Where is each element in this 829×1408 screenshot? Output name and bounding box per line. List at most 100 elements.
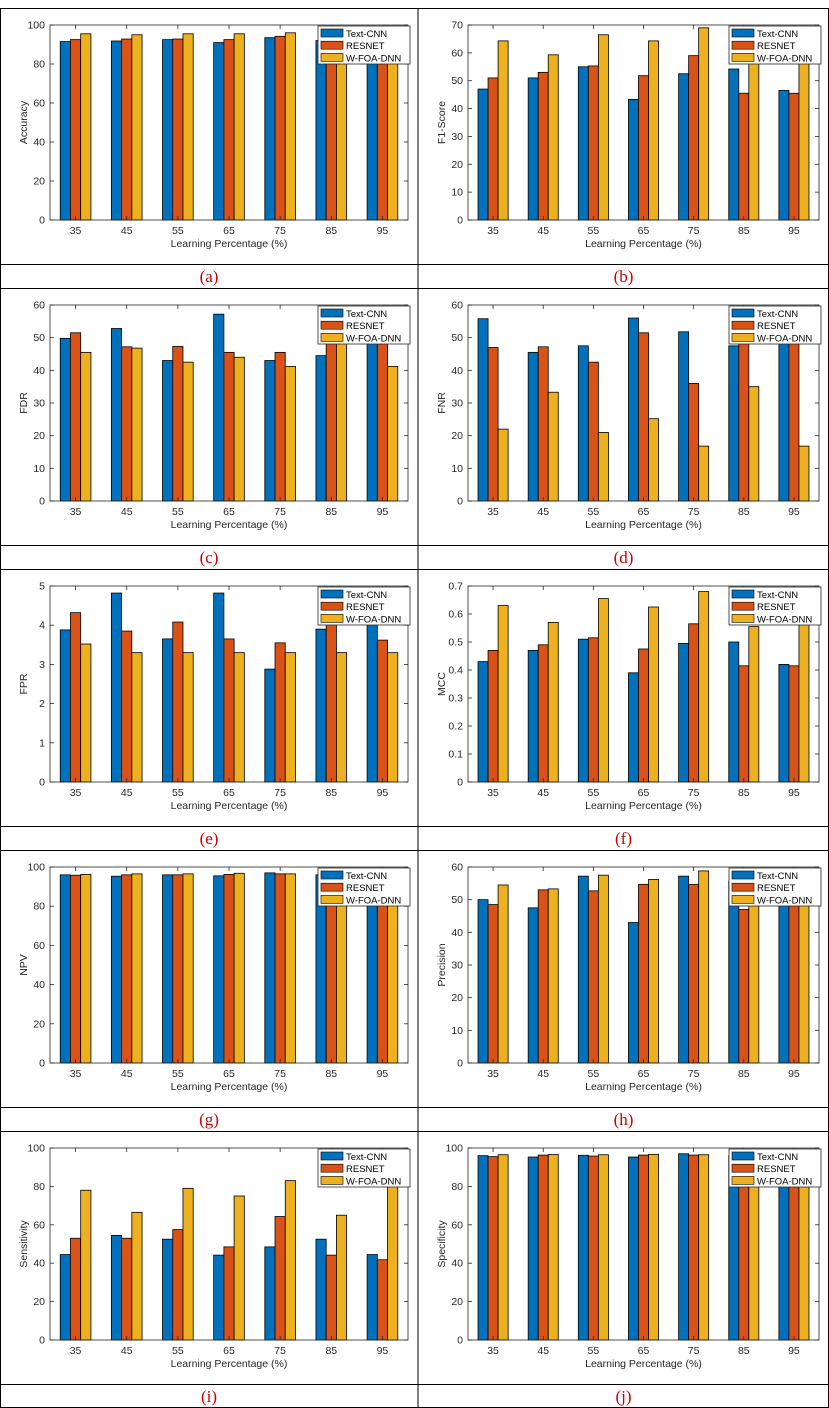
x-tick-label: 65	[223, 1068, 235, 1080]
x-tick-label: 65	[223, 506, 235, 518]
bar-group	[59, 872, 399, 1064]
bar-resnet-95	[376, 40, 388, 221]
bar-text-cnn-55	[162, 1238, 174, 1341]
x-tick-label: 75	[274, 225, 286, 237]
y-tick-label: 60	[33, 98, 45, 110]
bar-text-cnn-45	[527, 77, 539, 221]
bar-text-cnn-65	[628, 98, 639, 221]
bar-text-cnn-75	[264, 872, 276, 1064]
bar-text-cnn-95	[366, 620, 378, 783]
bar-text-cnn-95	[366, 1254, 378, 1341]
bar-resnet-95	[376, 337, 388, 502]
y-tick-label: 5	[39, 581, 45, 593]
legend-label: W-FOA-DNN	[757, 53, 812, 64]
chart-panel-i: 0 20 40 60 80 100 35 45 55 65 75 85 95 Learning Perce…	[18, 1143, 411, 1406]
x-tick-label: 35	[70, 1068, 82, 1080]
y-tick-label: 0.5	[448, 637, 463, 649]
x-tick-label: 95	[788, 1068, 800, 1080]
y-tick-label: 100	[27, 20, 45, 32]
bar-resnet-35	[70, 332, 82, 502]
bar-resnet-35	[487, 77, 499, 221]
y-tick-label: 20	[451, 159, 463, 171]
legend-label: RESNET	[346, 321, 385, 332]
bar-text-cnn-65	[628, 922, 639, 1064]
x-tick-label: 75	[688, 506, 700, 518]
legend-label: RESNET	[757, 41, 796, 52]
bar-text-cnn-55	[577, 638, 589, 783]
chart-panel-g: 0 20 40 60 80 100 35 45 55 65 75 85 95 Learning Perce…	[18, 862, 411, 1129]
y-tick-label: 60	[451, 862, 463, 874]
x-axis-label: Learning Percentage (%)	[585, 800, 702, 812]
bar-text-cnn-35	[59, 1254, 71, 1341]
bar-resnet-35	[70, 39, 82, 221]
bar-w-foa-dnn-45	[547, 391, 559, 502]
y-tick-label: 70	[451, 20, 463, 32]
x-tick-label: 35	[487, 787, 499, 799]
bar-group	[59, 313, 399, 502]
bar-resnet-85	[325, 1254, 337, 1341]
x-tick-label: 35	[70, 787, 82, 799]
x-tick-label: 35	[70, 1345, 82, 1357]
legend-swatch-resnet	[731, 882, 755, 892]
bar-w-foa-dnn-35	[80, 643, 92, 783]
bar-w-foa-dnn-85	[748, 386, 760, 502]
x-tick-label: 35	[487, 506, 499, 518]
bar-resnet-45	[121, 346, 133, 502]
bar-resnet-75	[688, 623, 700, 783]
bar-w-foa-dnn-75	[698, 1154, 710, 1341]
legend-swatch-w-foa-dnn	[731, 1176, 755, 1185]
y-tick-label: 40	[451, 927, 463, 939]
x-axis-label: Learning Percentage (%)	[585, 1358, 702, 1370]
bar-text-cnn-55	[162, 638, 174, 783]
y-tick-label: 0	[39, 1058, 45, 1070]
legend-swatch-resnet	[731, 1163, 755, 1173]
bar-w-foa-dnn-35	[80, 351, 92, 502]
bar-text-cnn-85	[728, 345, 740, 502]
bar-group	[477, 27, 810, 221]
bar-resnet-65	[223, 1246, 235, 1341]
chart-panel-b: 0 10 20 30 40 50 60 70 35 45 55 65 75 85 95 Learning Pe…	[436, 20, 822, 286]
y-tick-label: 50	[451, 75, 463, 87]
legend-swatch-resnet	[320, 882, 344, 892]
bar-text-cnn-85	[728, 641, 740, 783]
y-axis-label: MCC	[436, 672, 448, 696]
bar-text-cnn-65	[628, 1156, 639, 1341]
x-tick-label: 75	[688, 787, 700, 799]
bar-resnet-75	[274, 351, 286, 502]
legend-swatch-resnet	[731, 320, 755, 330]
bar-resnet-45	[121, 874, 133, 1064]
x-tick-label: 85	[738, 225, 750, 237]
y-tick-label: 50	[451, 332, 463, 344]
legend-swatch-w-foa-dnn	[320, 1176, 344, 1185]
bar-resnet-75	[688, 1154, 700, 1341]
y-tick-label: 10	[451, 463, 463, 475]
legend-label: RESNET	[757, 321, 796, 332]
bar-text-cnn-35	[59, 337, 71, 502]
bar-w-foa-dnn-55	[597, 1154, 609, 1341]
y-axis-label: Accuracy	[18, 100, 30, 144]
bar-resnet-35	[487, 347, 499, 502]
y-tick-label: 40	[33, 1258, 45, 1270]
y-tick-label: 0	[39, 215, 45, 227]
bar-resnet-35	[487, 650, 499, 783]
bar-resnet-35	[487, 904, 499, 1064]
y-tick-label: 60	[451, 300, 463, 312]
bar-text-cnn-75	[678, 1153, 690, 1341]
x-tick-label: 75	[688, 1068, 700, 1080]
bar-text-cnn-45	[527, 1156, 539, 1341]
x-tick-label: 95	[788, 1345, 800, 1357]
bar-w-foa-dnn-35	[80, 1189, 92, 1341]
panel-caption: (g)	[199, 1110, 219, 1129]
bar-text-cnn-75	[678, 875, 690, 1064]
bar-w-foa-dnn-55	[182, 652, 194, 783]
bar-text-cnn-75	[264, 37, 276, 221]
bar-text-cnn-45	[527, 351, 539, 502]
panel-caption: (a)	[200, 267, 219, 286]
x-tick-label: 45	[537, 225, 549, 237]
bar-text-cnn-95	[778, 318, 790, 502]
y-tick-label: 60	[451, 47, 463, 59]
